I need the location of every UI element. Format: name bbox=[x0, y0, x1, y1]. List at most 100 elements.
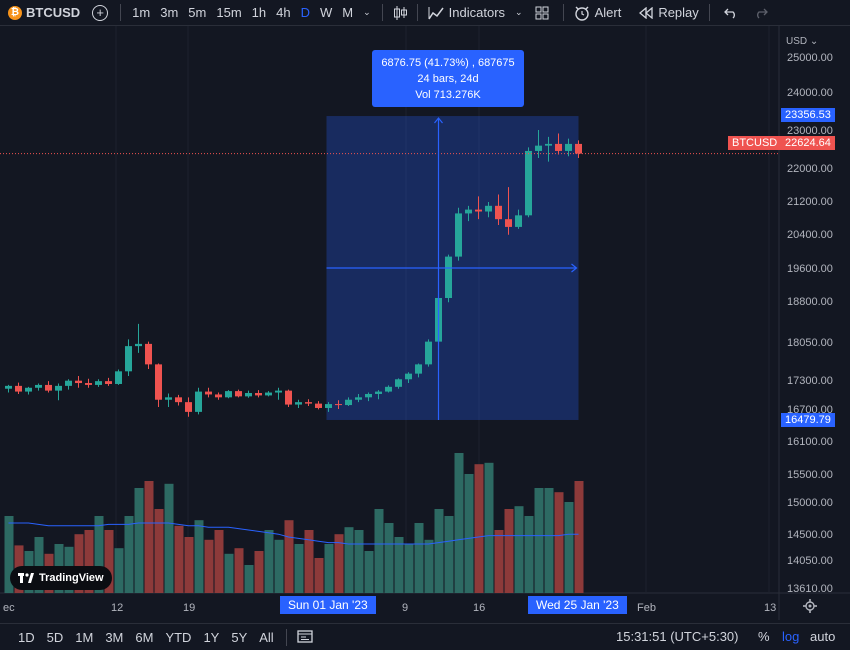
candle-body bbox=[15, 385, 22, 392]
time-tick-label: 16 bbox=[473, 602, 485, 614]
interval-dropdown[interactable]: ⌄ bbox=[358, 0, 376, 25]
toolbar-divider bbox=[416, 4, 418, 21]
chevron-down-icon: ⌄ bbox=[807, 36, 819, 47]
interval-group: 1m 3m 5m 15m 1h 4h D W M ⌄ bbox=[127, 0, 375, 25]
toolbar-divider bbox=[120, 4, 122, 21]
time-tick-label: Feb bbox=[637, 602, 656, 614]
volume-bar bbox=[244, 565, 254, 593]
volume-bar bbox=[234, 548, 244, 593]
symbol-selector[interactable]: ₿ BTCUSD bbox=[0, 0, 86, 25]
interval-d[interactable]: D bbox=[300, 5, 310, 20]
chevron-down-icon: ⌄ bbox=[515, 7, 523, 17]
interval-w[interactable]: W bbox=[319, 5, 333, 20]
candle-body bbox=[95, 381, 102, 385]
candle-body bbox=[395, 379, 402, 387]
candle-body bbox=[105, 381, 112, 384]
volume-bar bbox=[284, 520, 294, 593]
price-chart[interactable]: 25000.00 24000.00 23000.00 22000.00 21200.00… bbox=[0, 26, 850, 620]
interval-1h[interactable]: 1h bbox=[251, 5, 267, 20]
tradingview-logo[interactable]: TradingView bbox=[10, 566, 112, 590]
auto-scale-toggle[interactable]: auto bbox=[810, 629, 836, 644]
volume-bar bbox=[334, 534, 344, 593]
bitcoin-icon: ₿ bbox=[8, 5, 22, 20]
candle-body bbox=[525, 150, 532, 216]
indicators-button[interactable]: Indicators ⌄ bbox=[424, 0, 527, 25]
interval-15m[interactable]: 15m bbox=[216, 5, 242, 20]
price-tick-label: 23000.00 bbox=[787, 125, 833, 137]
candle-body bbox=[175, 397, 182, 403]
volume-bar bbox=[114, 548, 124, 593]
log-scale-toggle[interactable]: log bbox=[782, 629, 800, 644]
range-3m[interactable]: 3M bbox=[105, 629, 124, 645]
range-1m[interactable]: 1M bbox=[75, 629, 94, 645]
replay-label: Replay bbox=[658, 5, 699, 20]
interval-1m[interactable]: 1m bbox=[132, 5, 151, 20]
measure-change: 6876.75 (41.73%) , 687675 bbox=[381, 56, 515, 69]
volume-bar bbox=[524, 516, 534, 593]
candle-body bbox=[515, 215, 522, 227]
time-tick-label: 13 bbox=[764, 602, 776, 614]
volume-bar bbox=[424, 539, 434, 593]
time-tick-label: 9 bbox=[402, 602, 408, 614]
volume-bar bbox=[304, 530, 314, 593]
volume-bar bbox=[294, 544, 304, 593]
candle-body bbox=[45, 384, 52, 391]
range-5y[interactable]: 5Y bbox=[231, 629, 248, 645]
range-all[interactable]: All bbox=[259, 629, 274, 645]
range-ytd[interactable]: YTD bbox=[165, 629, 192, 645]
chart-type-button[interactable] bbox=[389, 0, 411, 25]
volume-bar bbox=[274, 539, 284, 593]
chart-settings-button[interactable] bbox=[803, 599, 817, 616]
price-tick-label: 15500.00 bbox=[787, 469, 833, 481]
range-5d[interactable]: 5D bbox=[46, 629, 64, 645]
goto-date-button[interactable] bbox=[297, 629, 313, 646]
range-6m[interactable]: 6M bbox=[135, 629, 154, 645]
percent-scale-toggle[interactable]: % bbox=[758, 629, 770, 644]
volume-bar bbox=[94, 516, 104, 593]
candle-body bbox=[75, 380, 82, 384]
volume-ma-line bbox=[8, 522, 579, 545]
redo-button[interactable] bbox=[746, 0, 776, 25]
volume-bar bbox=[454, 453, 464, 593]
volume-bar bbox=[34, 537, 44, 593]
last-symbol-badge: BTCUSD bbox=[728, 136, 782, 150]
compare-button[interactable]: + bbox=[86, 0, 114, 25]
timezone-clock[interactable]: 15:31:51 (UTC+5:30) bbox=[616, 629, 739, 644]
volume-bar bbox=[404, 544, 414, 593]
range-start-date: Sun 01 Jan '23 bbox=[280, 596, 376, 614]
volume-bar bbox=[464, 474, 474, 593]
candle-body bbox=[575, 143, 582, 154]
candle-body bbox=[425, 341, 432, 365]
volume-bar bbox=[554, 492, 564, 593]
time-tick-label: 19 bbox=[183, 602, 195, 614]
candle-body bbox=[185, 402, 192, 412]
candle-body bbox=[545, 143, 552, 146]
symbol-label: BTCUSD bbox=[26, 5, 81, 20]
range-1d[interactable]: 1D bbox=[18, 629, 35, 645]
indicators-icon bbox=[428, 6, 444, 19]
price-tick-label: 13610.00 bbox=[787, 583, 833, 595]
indicators-label: Indicators bbox=[448, 5, 506, 20]
interval-m[interactable]: M bbox=[342, 5, 354, 20]
volume-bar bbox=[124, 516, 134, 593]
undo-button[interactable] bbox=[716, 0, 746, 25]
candle-body bbox=[325, 404, 332, 408]
volume-bar bbox=[4, 516, 14, 593]
range-1y[interactable]: 1Y bbox=[203, 629, 220, 645]
volume-bar bbox=[364, 551, 374, 593]
currency-selector[interactable]: USD ⌄ bbox=[786, 36, 818, 47]
interval-4h[interactable]: 4h bbox=[276, 5, 291, 20]
chart-pane[interactable]: 25000.00 24000.00 23000.00 22000.00 21200.00… bbox=[0, 26, 850, 620]
volume-bar bbox=[574, 481, 584, 593]
volume-bar bbox=[74, 534, 84, 593]
layouts-button[interactable] bbox=[527, 0, 557, 25]
replay-button[interactable]: Replay bbox=[625, 0, 702, 25]
interval-3m[interactable]: 3m bbox=[160, 5, 179, 20]
candle-body bbox=[165, 397, 172, 400]
alert-button[interactable]: Alert bbox=[570, 0, 626, 25]
candle-body bbox=[245, 393, 252, 397]
interval-5m[interactable]: 5m bbox=[188, 5, 207, 20]
price-tick-label: 14050.00 bbox=[787, 555, 833, 567]
rewind-icon bbox=[639, 6, 653, 19]
range-low-badge: 16479.79 bbox=[781, 413, 835, 427]
